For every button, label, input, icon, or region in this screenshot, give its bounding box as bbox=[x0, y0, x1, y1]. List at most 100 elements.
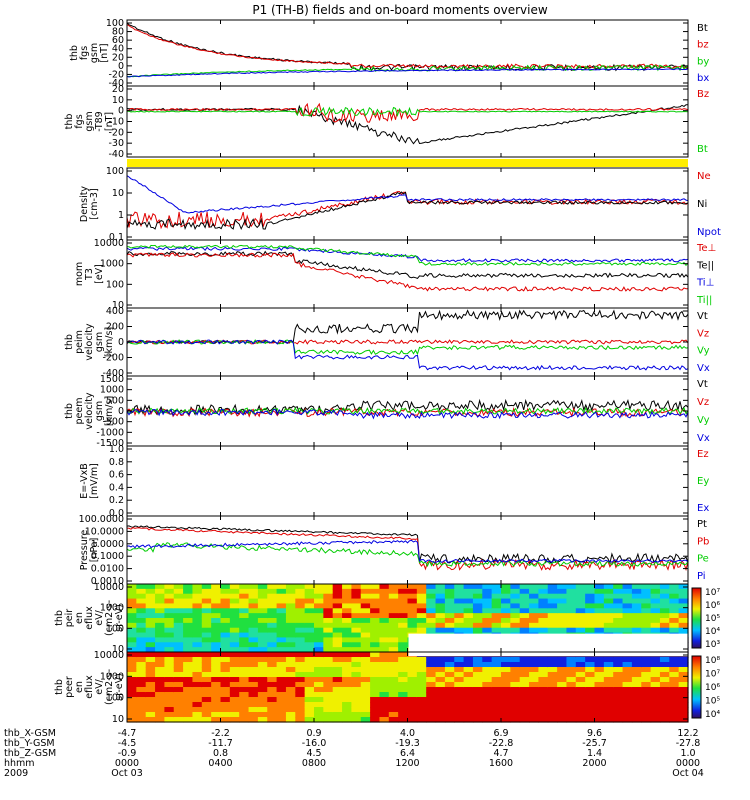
legend-item: Ne bbox=[697, 171, 711, 182]
y-tick-label: 10000 bbox=[94, 238, 124, 249]
x-axis-value: 0.8 bbox=[213, 748, 228, 759]
y-tick-label: -20 bbox=[108, 127, 124, 138]
y-axis-label-line: [mV/m] bbox=[89, 463, 100, 499]
x-axis-value: 0000 bbox=[115, 758, 139, 769]
y-tick-label: 1.0000 bbox=[91, 539, 124, 550]
x-axis-value: -4.7 bbox=[118, 728, 137, 739]
y-axis-label-line: thb bbox=[54, 679, 65, 695]
y-axis-label-line: thb bbox=[64, 334, 75, 350]
x-axis-value: 2000 bbox=[582, 758, 606, 769]
y-axis-label-line: (cm2-s- bbox=[104, 600, 115, 636]
colorbar-tick-label: 10³ bbox=[705, 640, 720, 650]
pressure-ylabel: Pressure [nPa] bbox=[79, 530, 100, 571]
legend-item: Ey bbox=[697, 476, 709, 487]
y-axis-label-line: Pressure bbox=[79, 530, 90, 571]
y-tick-label: 40 bbox=[112, 44, 124, 55]
y-tick-label: 20 bbox=[112, 84, 124, 95]
legend-item: Ti|| bbox=[696, 295, 712, 306]
peem-velocity-traces bbox=[126, 398, 689, 420]
y-axis-label-line: gsm bbox=[84, 111, 95, 131]
y-axis-label-line: gsm bbox=[89, 43, 100, 63]
legend-item: bz bbox=[697, 40, 709, 51]
y-axis-label-line: fgs bbox=[79, 46, 90, 60]
x-axis-row-label: 2009 bbox=[4, 768, 28, 779]
y-tick-label: -10 bbox=[108, 117, 124, 128]
x-axis-value: 6.4 bbox=[400, 748, 415, 759]
y-axis-label-line: en bbox=[74, 612, 85, 624]
x-axis-value: 1200 bbox=[395, 758, 419, 769]
y-tick-label: 0.0 bbox=[109, 508, 124, 519]
peim-velocity-legend: Vt Vz Vy Vx bbox=[697, 311, 710, 374]
y-tick-label: 10 bbox=[112, 714, 124, 725]
y-tick-label: 400 bbox=[106, 306, 124, 317]
x-axis-value: -22.8 bbox=[489, 738, 514, 749]
y-axis-label-line: gsm bbox=[94, 332, 105, 352]
peir-spectrogram-image bbox=[127, 584, 689, 653]
y-axis-label-line: thb bbox=[64, 114, 75, 130]
panel-density: 100 10 1 0.1 Density [cm-3] Ne Ni Npot bbox=[79, 166, 721, 243]
x-axis-value: 1.0 bbox=[680, 748, 695, 759]
peir-spectrogram-ylabel: thb peir en eflux eV/(cm2-s-sr-eV) bbox=[54, 600, 125, 636]
x-axis-value: Oct 04 bbox=[672, 768, 704, 779]
density-legend: Ne Ni Npot bbox=[697, 171, 721, 238]
y-axis-label-line: [nPa] bbox=[89, 538, 100, 563]
x-axis-value: 1600 bbox=[489, 758, 513, 769]
y-tick-label: 60 bbox=[112, 35, 124, 46]
legend-item: Npot bbox=[697, 227, 721, 238]
plot-title: P1 (TH-B) fields and on-board moments ov… bbox=[252, 3, 548, 17]
peem-velocity-x-ticks bbox=[220, 376, 595, 446]
legend-item: Vz bbox=[697, 328, 709, 339]
y-tick-label: 1 bbox=[118, 210, 124, 221]
y-tick-label: -200 bbox=[102, 353, 124, 364]
y-tick-label: 10000 bbox=[94, 650, 124, 661]
fgs-gsm-detrended-traces bbox=[126, 102, 689, 145]
legend-item: Vx bbox=[697, 363, 710, 374]
y-axis-label-line: en bbox=[74, 681, 85, 693]
y-tick-label: 0.8 bbox=[109, 457, 124, 468]
y-tick-label: 10 bbox=[112, 188, 124, 199]
peir-spectrogram-y-axis: 10000 1000 100 10 bbox=[94, 582, 688, 655]
x-axis-value: -27.8 bbox=[676, 738, 701, 749]
y-tick-label: 1000 bbox=[100, 603, 124, 614]
y-axis-label-line: eflux bbox=[84, 606, 95, 630]
peer-spectrogram-ylabel: thb peer en eflux eV/(cm2-s-sr-eV) bbox=[54, 669, 125, 705]
legend-item: Vy bbox=[697, 346, 710, 357]
pressure-x-ticks bbox=[220, 516, 595, 584]
legend-item: Vx bbox=[697, 433, 710, 444]
y-tick-label: 10 bbox=[112, 95, 124, 106]
peer-spectrogram-image bbox=[127, 652, 689, 723]
y-axis-label-line: eflux bbox=[84, 675, 95, 699]
panel-mode-bar bbox=[127, 159, 688, 167]
y-tick-label: -400 bbox=[102, 368, 124, 379]
legend-item: Bt bbox=[697, 144, 708, 155]
legend-item: Pb bbox=[697, 536, 709, 547]
y-axis-label-line: eV/ bbox=[94, 678, 105, 694]
y-tick-label: 100 bbox=[106, 623, 124, 634]
density-x-ticks bbox=[220, 168, 595, 240]
colorbar-tick-label: 10⁵ bbox=[705, 614, 720, 624]
fgs-gsm-ylabel: thb fgs gsm [nT] bbox=[69, 43, 110, 63]
panel-peim-velocity: 400 200 0 -200 -400 thb peim velocity gsm [km/s] V… bbox=[64, 306, 710, 379]
y-tick-label: -40 bbox=[108, 149, 124, 160]
y-axis-label-line: eV/ bbox=[94, 609, 105, 625]
y-tick-label: 100.0000 bbox=[79, 514, 124, 525]
fgs-gsm-legend: Bt bz by bx bbox=[697, 23, 709, 84]
colorbar-tick-label: 10⁴ bbox=[705, 627, 720, 637]
x-axis-value: 0.9 bbox=[306, 728, 321, 739]
panel-efield: 1.0 0.8 0.60.4 0.2 0.0 E=-VxB [mV/m] Ez Ey Ex bbox=[79, 444, 709, 519]
x-axis-row-label: thb_Y-GSM bbox=[4, 738, 55, 749]
y-axis-label-line: [nT] bbox=[99, 43, 110, 62]
y-axis-label-line: [nT] bbox=[104, 112, 115, 131]
x-axis-value: Oct 03 bbox=[111, 768, 143, 779]
pressure-legend: Pt Pb Pe Pi bbox=[697, 519, 709, 582]
x-axis-value: -25.7 bbox=[582, 738, 607, 749]
efield-y-axis: 1.0 0.8 0.60.4 0.2 0.0 bbox=[109, 444, 688, 519]
y-tick-label: 80 bbox=[112, 27, 124, 38]
x-axis-value: 6.9 bbox=[493, 728, 508, 739]
y-tick-label: -30 bbox=[108, 138, 124, 149]
x-axis-value: 4.0 bbox=[400, 728, 415, 739]
colorbar-tick-label: 10⁷ bbox=[705, 670, 720, 680]
y-axis-label-line: peem bbox=[74, 398, 85, 425]
